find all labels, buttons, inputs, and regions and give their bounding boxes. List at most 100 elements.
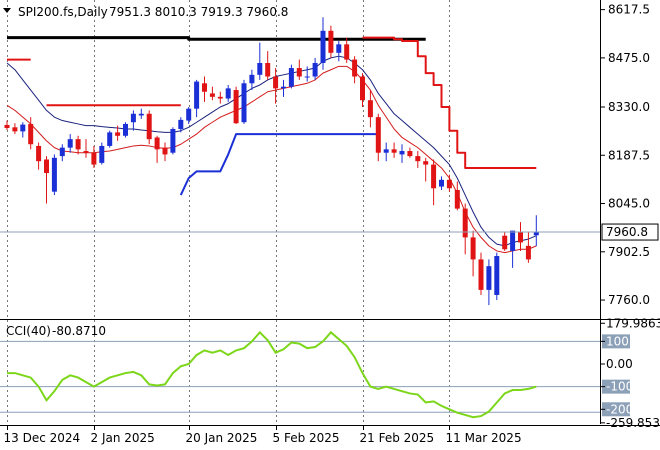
candle-body: [518, 232, 523, 243]
candle-body: [225, 88, 231, 99]
cci-title: CCI(40): [6, 324, 51, 338]
candle-body: [510, 230, 516, 251]
candle: [107, 130, 113, 148]
chart-symbol: SPI200.fs,Daily: [18, 5, 108, 19]
price-panel: SPI200.fs,Daily 7951.3 8010.3 7919.3 796…: [0, 5, 600, 306]
cci-level-tag: [602, 379, 630, 394]
candle-body: [59, 147, 65, 157]
candle: [146, 110, 152, 145]
candle: [470, 230, 476, 277]
candle: [288, 64, 294, 89]
candle: [138, 108, 144, 119]
candle-body: [288, 68, 294, 87]
cci-level-lines: [0, 340, 600, 413]
candle-body: [296, 68, 302, 77]
candle: [83, 139, 89, 158]
x-tick-label: 2 Jan 2025: [91, 431, 155, 445]
candle-body: [446, 179, 452, 189]
red-stop-line: [362, 36, 537, 169]
candle: [352, 56, 358, 84]
candle: [91, 145, 97, 168]
candle: [486, 259, 492, 306]
candle-body: [320, 30, 326, 63]
indicator-lines: [6, 36, 537, 254]
candle: [320, 17, 326, 70]
candle: [407, 147, 413, 158]
candle: [44, 156, 49, 204]
candle: [533, 215, 539, 247]
candle: [154, 135, 160, 163]
cci-y-tick-label: 100: [606, 334, 629, 348]
cci-y-tick-label: -100: [606, 380, 633, 394]
candle-body: [130, 113, 136, 123]
candle: [162, 142, 168, 162]
candle-body: [494, 256, 500, 295]
candle-body: [439, 179, 444, 187]
candle: [225, 84, 231, 102]
candle-body: [217, 96, 223, 99]
candle-body: [391, 149, 397, 153]
candle-body: [194, 81, 200, 109]
candle: [423, 157, 429, 182]
candle-body: [209, 93, 215, 97]
candle-body: [407, 151, 413, 157]
candle-body: [138, 113, 144, 116]
cci-value: -80.8710: [52, 324, 106, 338]
cci-panel: CCI(40) -80.8710: [0, 324, 600, 419]
candle-body: [304, 76, 310, 78]
candle: [510, 230, 516, 268]
candle: [209, 86, 215, 101]
candle-body: [462, 208, 468, 238]
candle-body: [525, 245, 531, 260]
x-tick-label: 5 Feb 2025: [273, 431, 340, 445]
candle: [67, 134, 73, 153]
candle-body: [162, 147, 168, 155]
candle: [344, 37, 350, 63]
candle: [51, 154, 57, 196]
candle: [130, 110, 136, 131]
candle-body: [352, 59, 358, 77]
candle-body: [415, 156, 421, 162]
candle-body: [123, 123, 128, 136]
candle: [194, 79, 200, 118]
candle-body: [273, 76, 279, 89]
candle: [59, 144, 65, 162]
y-tick-label: 8475.0: [608, 51, 650, 65]
candle: [257, 42, 263, 80]
candle-body: [265, 62, 271, 77]
candle: [233, 86, 239, 124]
candle-body: [249, 74, 255, 84]
candle: [115, 125, 121, 141]
candle: [446, 174, 452, 192]
candle-body: [470, 237, 476, 260]
candle: [518, 222, 523, 251]
candle-body: [502, 235, 508, 250]
candle-body: [375, 117, 381, 153]
current-price-tag: [601, 223, 659, 241]
current-price-label: 7960.8: [606, 225, 648, 239]
candle: [265, 51, 271, 80]
candle: [273, 68, 279, 104]
candle-body: [154, 137, 160, 150]
navy-ma-line: [6, 55, 537, 247]
candle-body: [360, 76, 365, 101]
candle-body: [107, 132, 113, 146]
y-tick-label: 8617.5: [608, 3, 650, 17]
cci-level-tag: [602, 402, 630, 417]
cci-y-tick-label: 0.00: [606, 357, 633, 371]
x-tick-label: 11 Mar 2025: [446, 431, 522, 445]
candle-body: [44, 159, 49, 174]
candle: [478, 252, 484, 295]
candle: [304, 66, 310, 82]
x-tick-label: 13 Dec 2024: [4, 431, 81, 445]
candle-body: [399, 151, 405, 155]
cci-line: [7, 330, 537, 419]
candle: [28, 117, 34, 150]
candle-body: [367, 100, 373, 118]
candle-body: [99, 145, 105, 163]
candle: [360, 73, 365, 107]
candle-body: [454, 189, 460, 209]
collapse-triangle-icon[interactable]: [3, 8, 11, 13]
candle: [178, 117, 184, 133]
candle: [336, 40, 342, 62]
